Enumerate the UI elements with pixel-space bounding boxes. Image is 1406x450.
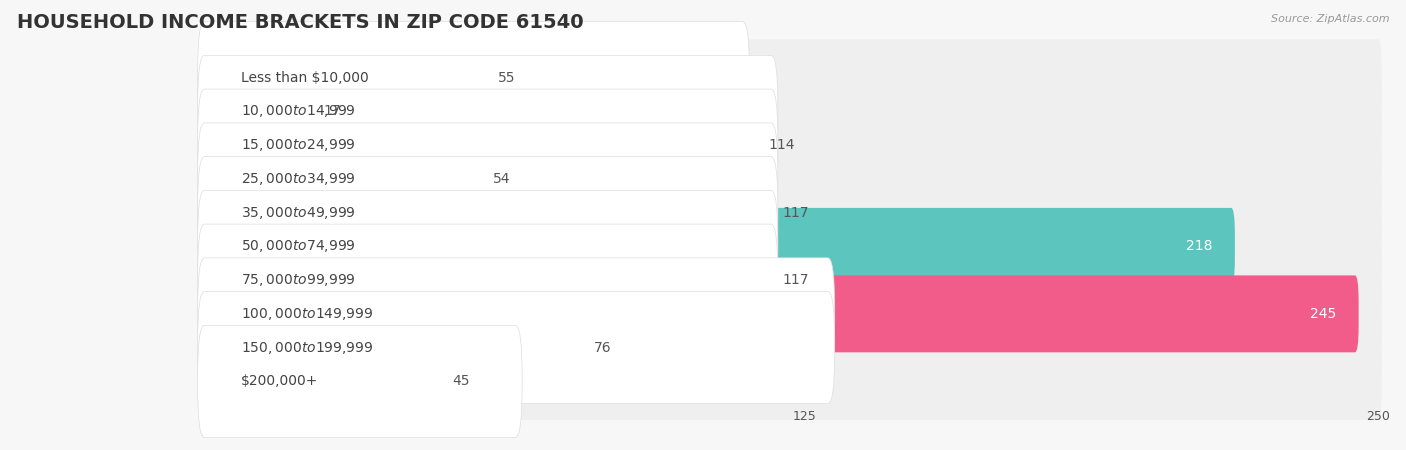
Text: 117: 117	[782, 206, 808, 220]
Text: 17: 17	[323, 104, 342, 118]
FancyBboxPatch shape	[198, 190, 778, 302]
Text: 76: 76	[595, 341, 612, 355]
Text: 218: 218	[1187, 239, 1213, 253]
FancyBboxPatch shape	[198, 325, 522, 437]
Text: $50,000 to $74,999: $50,000 to $74,999	[242, 238, 356, 254]
FancyBboxPatch shape	[198, 89, 778, 201]
Text: 245: 245	[1310, 307, 1337, 321]
FancyBboxPatch shape	[228, 242, 772, 319]
FancyBboxPatch shape	[228, 107, 758, 184]
FancyBboxPatch shape	[228, 73, 1382, 150]
FancyBboxPatch shape	[198, 292, 835, 404]
Text: $200,000+: $200,000+	[242, 374, 319, 388]
FancyBboxPatch shape	[228, 309, 583, 386]
Text: 54: 54	[494, 172, 510, 186]
Text: $100,000 to $149,999: $100,000 to $149,999	[242, 306, 374, 322]
Text: 114: 114	[768, 138, 794, 152]
Text: Source: ZipAtlas.com: Source: ZipAtlas.com	[1271, 14, 1389, 23]
FancyBboxPatch shape	[198, 22, 749, 134]
FancyBboxPatch shape	[228, 208, 1234, 285]
Text: 45: 45	[451, 374, 470, 388]
FancyBboxPatch shape	[228, 39, 1382, 116]
FancyBboxPatch shape	[228, 309, 1382, 386]
Text: $35,000 to $49,999: $35,000 to $49,999	[242, 205, 356, 220]
Text: Less than $10,000: Less than $10,000	[242, 71, 368, 85]
Text: $150,000 to $199,999: $150,000 to $199,999	[242, 340, 374, 356]
FancyBboxPatch shape	[228, 208, 1382, 285]
Text: HOUSEHOLD INCOME BRACKETS IN ZIP CODE 61540: HOUSEHOLD INCOME BRACKETS IN ZIP CODE 61…	[17, 14, 583, 32]
FancyBboxPatch shape	[228, 275, 1358, 352]
Text: $75,000 to $99,999: $75,000 to $99,999	[242, 272, 356, 288]
FancyBboxPatch shape	[198, 55, 778, 167]
FancyBboxPatch shape	[198, 258, 835, 370]
Text: 55: 55	[498, 71, 516, 85]
Text: 117: 117	[782, 273, 808, 287]
FancyBboxPatch shape	[198, 123, 778, 235]
FancyBboxPatch shape	[228, 343, 1382, 420]
FancyBboxPatch shape	[198, 224, 778, 336]
FancyBboxPatch shape	[228, 39, 488, 116]
Text: $25,000 to $34,999: $25,000 to $34,999	[242, 171, 356, 187]
FancyBboxPatch shape	[198, 157, 778, 269]
FancyBboxPatch shape	[228, 140, 1382, 217]
FancyBboxPatch shape	[228, 343, 441, 420]
FancyBboxPatch shape	[228, 174, 1382, 251]
FancyBboxPatch shape	[228, 73, 314, 150]
Text: $10,000 to $14,999: $10,000 to $14,999	[242, 104, 356, 119]
FancyBboxPatch shape	[228, 275, 1382, 352]
FancyBboxPatch shape	[228, 242, 1382, 319]
Text: $15,000 to $24,999: $15,000 to $24,999	[242, 137, 356, 153]
FancyBboxPatch shape	[228, 140, 484, 217]
FancyBboxPatch shape	[228, 107, 1382, 184]
FancyBboxPatch shape	[228, 174, 772, 251]
